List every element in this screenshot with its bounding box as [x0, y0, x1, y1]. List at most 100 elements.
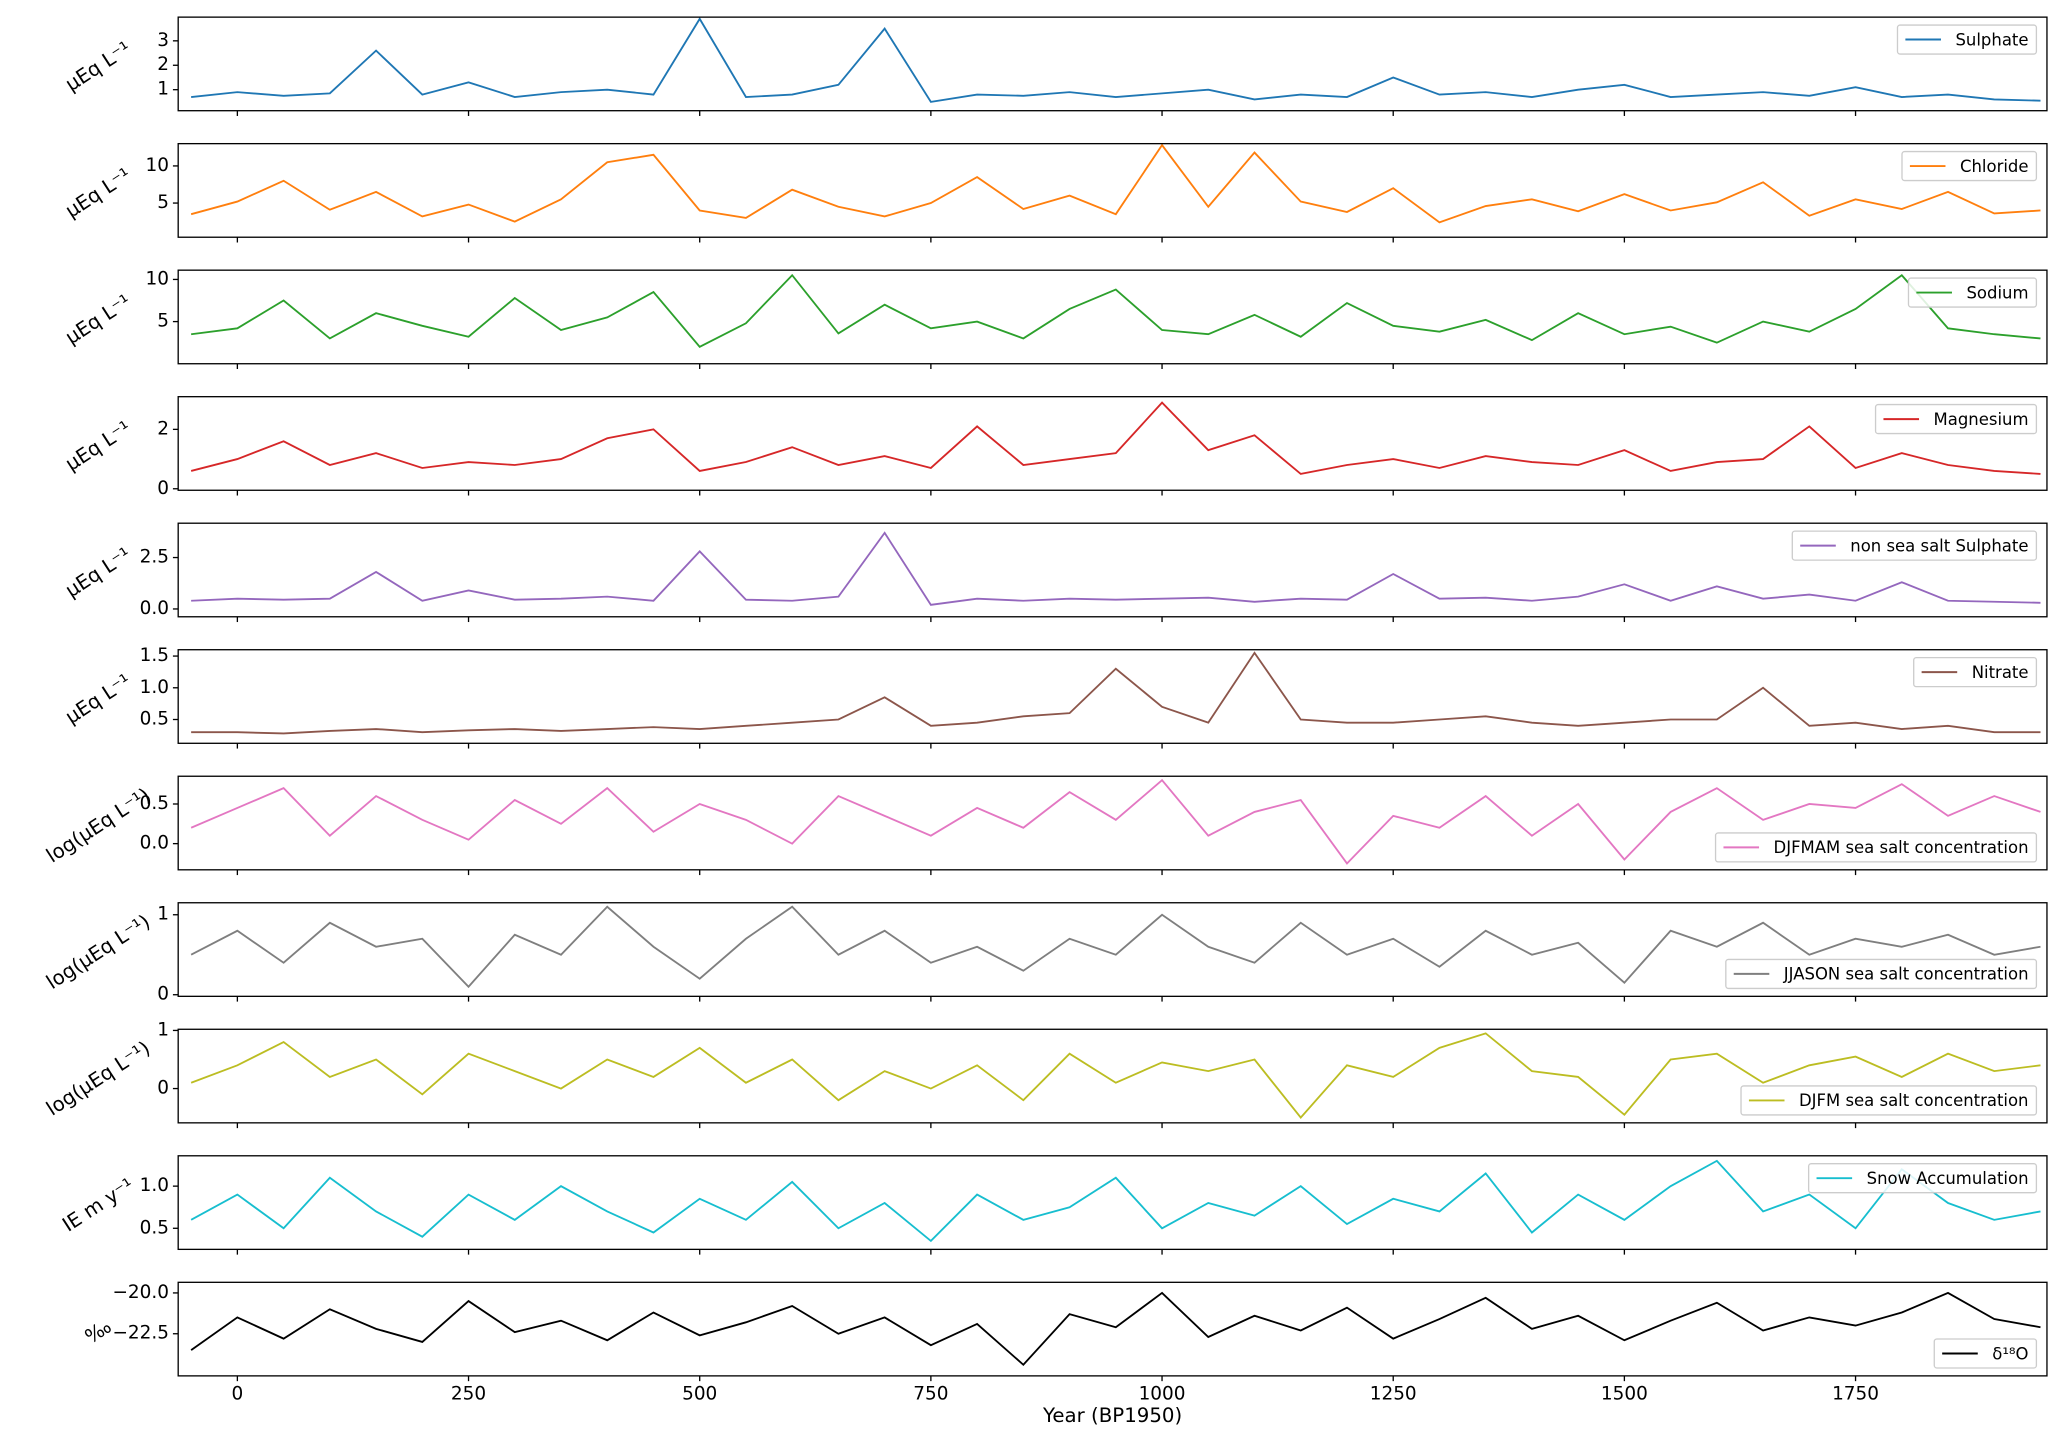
axes-frame: [177, 1028, 2048, 1124]
x-tick-label: 1250: [1370, 1383, 1417, 1404]
y-tick-label: 1: [157, 904, 169, 925]
y-tick-label: 2: [157, 418, 169, 439]
legend-box: [1933, 1338, 2038, 1369]
legend-label: DJFM sea salt concentration: [1799, 1091, 2028, 1110]
legend-label: Nitrate: [1972, 663, 2029, 682]
x-tick-label: 1000: [1139, 1383, 1186, 1404]
y-tick-label: 10: [145, 268, 168, 289]
legend: DJFMAM sea salt concentration: [1714, 832, 2038, 863]
x-tick-label: 500: [682, 1383, 717, 1404]
legend-label: non sea salt Sulphate: [1850, 536, 2028, 555]
y-tick-label: 0.0: [140, 598, 169, 619]
axes-frame: [177, 142, 2048, 238]
y-tick-label: 5: [157, 311, 169, 332]
y-tick-label: 1.0: [140, 677, 169, 698]
legend-label: Magnesium: [1934, 410, 2029, 429]
x-tick-label: 750: [913, 1383, 948, 1404]
y-tick-label: 0.5: [140, 709, 169, 730]
y-axis-label: μEq L⁻¹: [61, 669, 135, 728]
legend-box: [1874, 403, 2038, 435]
y-tick-label: −20.0: [112, 1282, 169, 1303]
data-line: [191, 273, 2041, 349]
data-line: [190, 1291, 2041, 1367]
y-tick-label: 2.5: [140, 547, 169, 568]
y-axis-label: log(μEq L⁻¹): [42, 784, 154, 868]
y-axis-label: μEq L⁻¹: [61, 290, 135, 349]
y-tick-label: 0.0: [140, 833, 169, 854]
axes-frame: [177, 1155, 2048, 1251]
y-axis-label: μEq L⁻¹: [61, 37, 135, 96]
x-tick-label: 0: [231, 1383, 243, 1404]
axes-frame: [177, 269, 2048, 365]
x-axis-label: Year (BP1950): [1042, 1404, 1182, 1427]
axes-frame: [177, 396, 2048, 491]
y-axis-label: IE m y⁻¹: [58, 1174, 138, 1237]
axes-frame: [177, 1281, 2048, 1377]
y-tick-label: −22.5: [112, 1323, 169, 1344]
legend-label: JJASON sea salt concentration: [1783, 965, 2029, 984]
legend-box: [1807, 1163, 2038, 1194]
axes-frame: [177, 902, 2048, 997]
y-tick-label: 0: [157, 984, 169, 1005]
y-axis-label: ‰: [81, 1315, 116, 1349]
legend: JJASON sea salt concentration: [1725, 958, 2038, 990]
data-line: [191, 17, 2041, 103]
data-line: [190, 401, 2041, 475]
legend-label: DJFMAM sea salt concentration: [1774, 838, 2029, 857]
legend: Snow Accumulation: [1807, 1163, 2038, 1194]
y-tick-label: 0: [157, 478, 169, 499]
legend-box: [1901, 150, 2038, 182]
legend-box: [1714, 832, 2038, 863]
data-line: [190, 1159, 2041, 1243]
x-tick-label: 250: [451, 1383, 486, 1404]
y-tick-label: 10: [145, 155, 168, 176]
legend-box: [1913, 656, 2038, 688]
legend: DJFM sea salt concentration: [1740, 1085, 2038, 1116]
y-axis-label: μEq L⁻¹: [61, 543, 135, 602]
y-tick-label: 5: [157, 192, 169, 213]
legend-label: δ¹⁸O: [1992, 1344, 2028, 1363]
axes-frame: [177, 522, 2048, 618]
y-tick-label: 0: [157, 1078, 169, 1099]
legend-box: [1791, 530, 2038, 561]
y-tick-label: 1: [157, 1019, 169, 1040]
legend: Nitrate: [1913, 656, 2038, 688]
y-axis-label: μEq L⁻¹: [61, 416, 135, 475]
y-axis-label: log(μEq L⁻¹): [42, 910, 154, 994]
y-tick-label: 0.5: [140, 793, 169, 814]
legend-box: [1907, 277, 2038, 308]
legend-box: [1725, 958, 2038, 990]
legend: δ¹⁸O: [1933, 1338, 2038, 1369]
legend: Sulphate: [1896, 24, 2038, 55]
axes-frame: [177, 649, 2048, 744]
legend-label: Sodium: [1966, 283, 2028, 302]
data-line: [191, 651, 2041, 735]
y-tick-label: 2: [157, 54, 169, 75]
data-line: [190, 1032, 2041, 1120]
y-tick-label: 1.0: [140, 1175, 169, 1196]
y-tick-label: 1.5: [140, 645, 169, 666]
legend-label: Sulphate: [1955, 30, 2028, 49]
y-axis-label: μEq L⁻¹: [61, 163, 135, 222]
x-tick-label: 1500: [1601, 1383, 1648, 1404]
legend: Sodium: [1907, 277, 2038, 308]
y-tick-label: 1: [157, 79, 169, 100]
legend-label: Chloride: [1960, 157, 2029, 176]
axes-frame: [177, 775, 2048, 871]
legend-box: [1896, 24, 2038, 55]
y-tick-label: 0.5: [140, 1217, 169, 1238]
x-tick-label: 1750: [1832, 1383, 1879, 1404]
legend-label: Snow Accumulation: [1867, 1169, 2029, 1188]
data-line: [190, 905, 2041, 989]
data-line: [190, 778, 2041, 865]
legend: non sea salt Sulphate: [1791, 530, 2038, 561]
legend: Chloride: [1901, 150, 2038, 182]
y-tick-label: 3: [157, 30, 169, 51]
data-line: [190, 143, 2041, 224]
legend: Magnesium: [1874, 403, 2038, 435]
data-line: [191, 531, 2041, 606]
axes-frame: [177, 16, 2048, 112]
y-axis-label: log(μEq L⁻¹): [42, 1037, 154, 1121]
legend-box: [1740, 1085, 2038, 1116]
